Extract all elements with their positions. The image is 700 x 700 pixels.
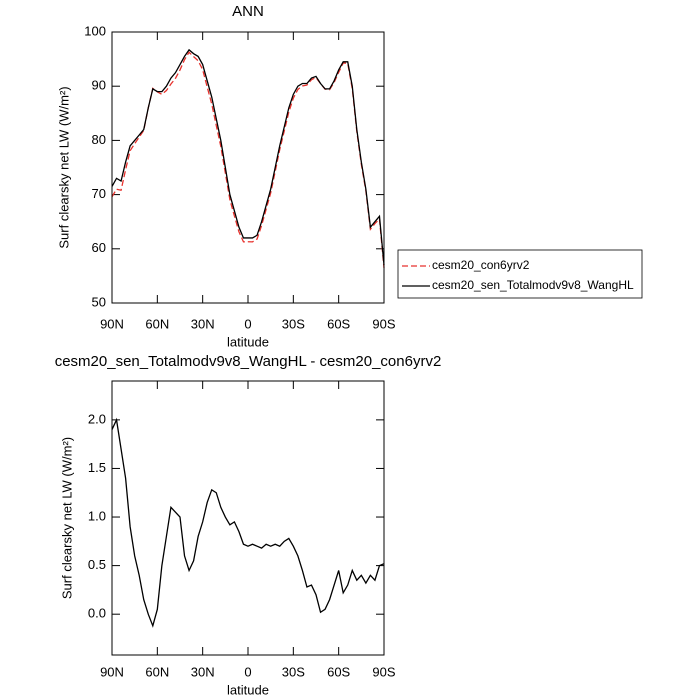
x-axis-label: latitude: [227, 682, 269, 697]
x-tick-label: 30N: [191, 316, 215, 331]
x-tick-label: 60N: [145, 316, 169, 331]
series-line: [111, 51, 385, 268]
y-tick-label: 1.0: [88, 508, 106, 523]
y-tick-label: 100: [84, 23, 106, 38]
x-tick-label: 90N: [100, 664, 124, 679]
x-tick-label: 60N: [145, 664, 169, 679]
y-axis-label: Surf clearsky net LW (W/m²): [56, 86, 71, 248]
y-tick-label: 0.5: [88, 557, 106, 572]
y-tick-label: 0.0: [88, 606, 106, 621]
chart-title: cesm20_sen_Totalmodv9v8_WangHL - cesm20_…: [55, 353, 442, 370]
y-tick-label: 1.5: [88, 460, 106, 475]
x-tick-label: 90S: [372, 316, 395, 331]
legend-label: cesm20_sen_Totalmodv9v8_WangHL: [432, 278, 634, 292]
legend-label: cesm20_con6yrv2: [432, 258, 530, 272]
x-tick-label: 30S: [282, 316, 305, 331]
plot-frame: [111, 31, 385, 304]
x-tick-label: 60S: [327, 316, 350, 331]
x-tick-label: 60S: [327, 664, 350, 679]
x-tick-label: 30S: [282, 664, 305, 679]
y-tick-label: 70: [92, 186, 106, 201]
series-line: [111, 48, 385, 266]
x-axis-label: latitude: [227, 334, 269, 349]
x-tick-label: 90S: [372, 664, 395, 679]
y-tick-label: 90: [92, 78, 106, 93]
x-tick-label: 0: [244, 664, 251, 679]
plot-frame: [111, 380, 385, 656]
legend-box: [397, 249, 643, 299]
series-line: [111, 417, 385, 628]
y-tick-label: 80: [92, 132, 106, 147]
chart-title: ANN: [232, 3, 264, 20]
y-axis-label: Surf clearsky net LW (W/m²): [59, 437, 74, 599]
x-tick-label: 90N: [100, 316, 124, 331]
x-tick-label: 30N: [191, 664, 215, 679]
y-tick-label: 50: [92, 294, 106, 309]
y-tick-label: 2.0: [88, 411, 106, 426]
y-tick-label: 60: [92, 240, 106, 255]
x-tick-label: 0: [244, 316, 251, 331]
